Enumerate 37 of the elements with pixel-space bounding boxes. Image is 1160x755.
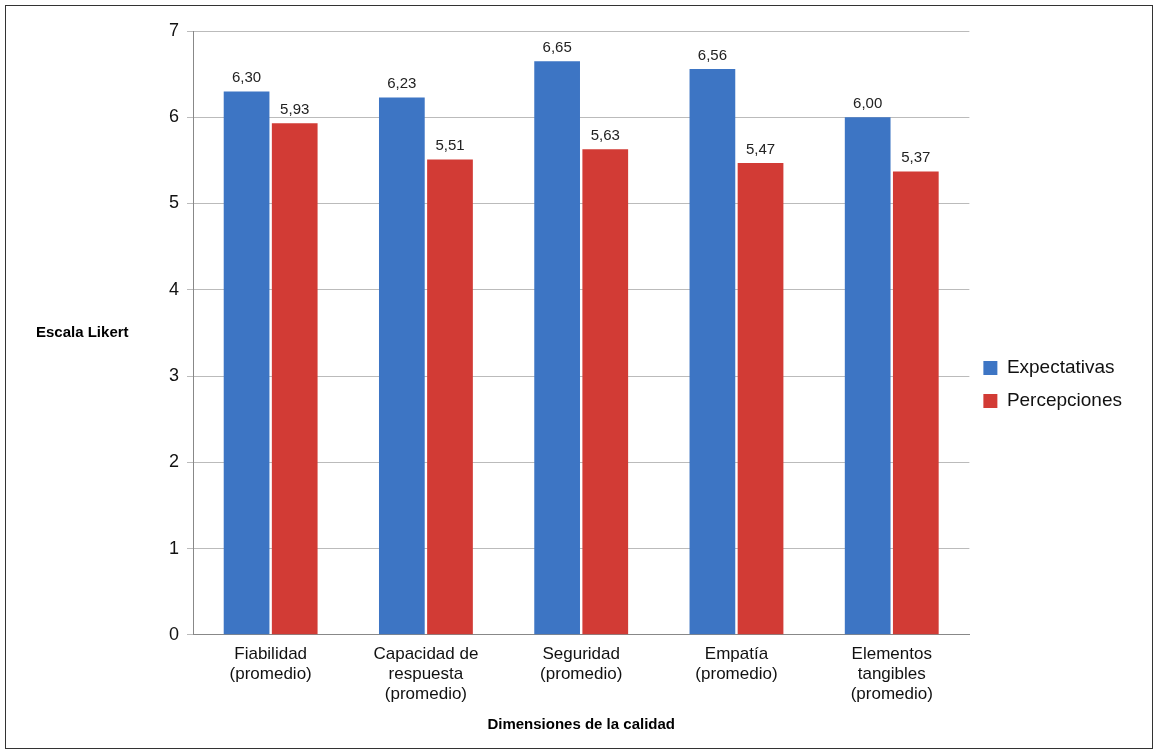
bar (689, 68, 736, 635)
y-tick-label: 1 (169, 537, 180, 558)
bar (737, 162, 784, 635)
y-tick-label: 2 (169, 451, 180, 472)
bar (271, 123, 318, 635)
x-tick-label: Empatía (promedio) (695, 643, 778, 684)
x-tick-label: Capacidad de respuesta (promedio) (373, 643, 479, 704)
data-label: 6,56 (697, 45, 727, 63)
bar (223, 91, 270, 635)
x-tick-label: Fiabilidad (promedio) (229, 643, 312, 684)
data-label: 5,37 (901, 148, 931, 166)
y-axis-title: Escala Likert (36, 323, 129, 341)
bar (378, 97, 425, 635)
y-tick-label: 7 (169, 19, 180, 40)
x-axis-title: Dimensiones de la calidad (487, 715, 675, 733)
bar (844, 117, 891, 635)
bar (582, 149, 629, 635)
y-tick-label: 4 (169, 278, 180, 299)
bar (892, 171, 939, 635)
data-label: 6,65 (542, 37, 572, 55)
data-label: 5,93 (280, 99, 310, 117)
y-tick-label: 3 (169, 365, 180, 385)
data-label: 5,63 (590, 125, 620, 143)
legend-label: Percepciones (1006, 389, 1122, 411)
bar (534, 61, 580, 635)
x-tick-label: Elementos tangibles (promedio) (850, 643, 933, 704)
y-tick-label: 6 (169, 106, 180, 127)
data-label: 6,30 (231, 68, 262, 86)
data-label: 5,51 (435, 136, 465, 154)
y-tick-label: 5 (169, 192, 180, 213)
data-label: 6,00 (853, 93, 883, 111)
y-tick-label: 0 (169, 623, 180, 644)
data-label: 6,23 (387, 74, 417, 92)
data-label: 5,47 (745, 139, 776, 157)
legend-label: Expectativas (1006, 356, 1115, 378)
x-tick-label: Seguridad (promedio) (540, 643, 623, 684)
bar (427, 159, 473, 635)
